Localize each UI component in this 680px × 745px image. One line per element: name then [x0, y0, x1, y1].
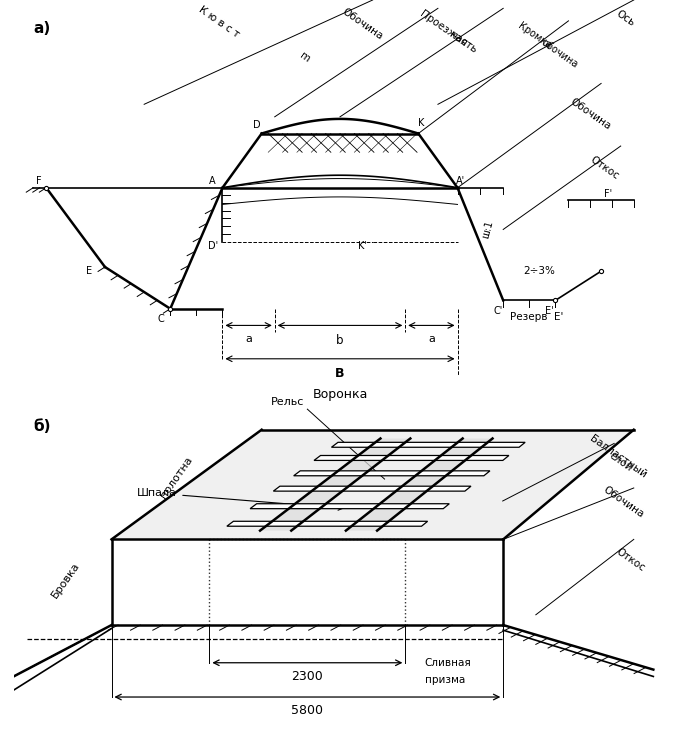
Polygon shape [331, 443, 525, 447]
Text: К ю в с т: К ю в с т [197, 4, 241, 39]
Text: полотна: полотна [159, 455, 194, 501]
Text: Обочина: Обочина [568, 96, 613, 131]
Text: Шпала: Шпала [137, 488, 343, 510]
Text: D: D [253, 120, 260, 130]
Text: Ось: Ось [614, 8, 636, 28]
Text: A: A [209, 177, 216, 186]
Text: Рельс: Рельс [271, 397, 305, 408]
Text: Сливная: Сливная [425, 658, 472, 668]
Text: призма: призма [425, 675, 465, 685]
Text: ш:1: ш:1 [480, 219, 495, 240]
Text: Обочина: Обочина [601, 484, 645, 520]
Text: 2÷3%: 2÷3% [523, 266, 555, 276]
Text: б): б) [33, 419, 51, 434]
Text: A': A' [456, 177, 465, 186]
Text: Обочина: Обочина [340, 6, 384, 42]
Text: E: E [86, 266, 92, 276]
Text: F': F' [604, 189, 612, 199]
Polygon shape [250, 504, 449, 509]
Text: K': K' [358, 241, 367, 251]
Text: Бровка: Бровка [50, 561, 82, 600]
Text: a: a [245, 334, 252, 343]
Text: E': E' [545, 305, 554, 316]
Text: Резерв  Е': Резерв Е' [510, 312, 563, 322]
Polygon shape [314, 455, 509, 460]
Text: 5800: 5800 [291, 704, 324, 717]
Text: F: F [35, 177, 41, 186]
Polygon shape [112, 430, 634, 539]
Text: K: K [418, 118, 425, 128]
Text: D': D' [207, 241, 218, 251]
Text: Откос: Откос [588, 154, 621, 181]
Text: Проезжая: Проезжая [418, 8, 469, 48]
Text: B: B [335, 367, 345, 380]
Polygon shape [227, 522, 428, 526]
Text: Воронка: Воронка [312, 387, 368, 401]
Polygon shape [346, 439, 492, 530]
Text: a: a [428, 334, 435, 343]
Text: b: b [336, 334, 344, 346]
Text: C: C [157, 314, 164, 324]
Text: часть: часть [447, 29, 479, 55]
Text: Откос: Откос [614, 546, 647, 573]
Text: m: m [298, 50, 311, 64]
Text: 2300: 2300 [292, 670, 323, 682]
Polygon shape [273, 486, 471, 491]
Text: Кромка: Кромка [516, 21, 554, 51]
Polygon shape [294, 471, 490, 476]
Text: а): а) [33, 21, 50, 36]
Text: Балластный: Балластный [588, 433, 649, 480]
Text: C': C' [494, 305, 503, 316]
Polygon shape [260, 439, 410, 530]
Text: слой: слой [608, 450, 634, 473]
Text: обочина: обочина [539, 37, 579, 70]
